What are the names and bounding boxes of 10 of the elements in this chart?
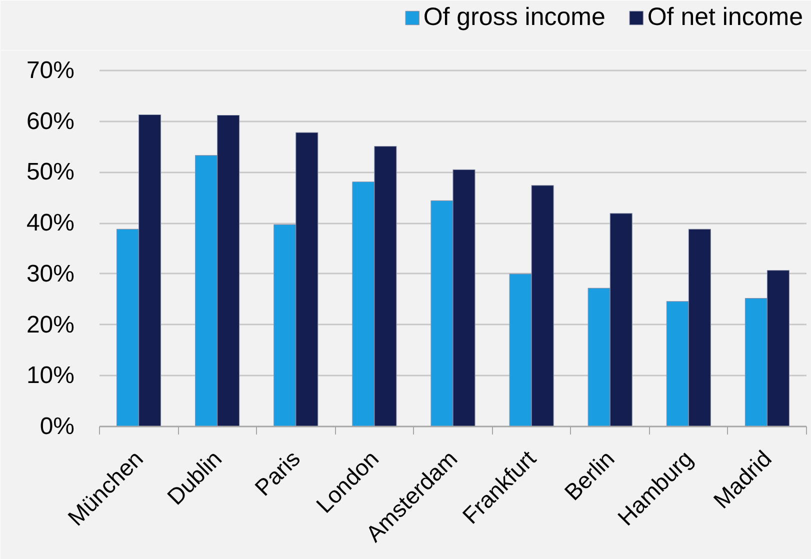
- legend-label: Of gross income: [423, 3, 606, 32]
- legend-label: Of net income: [647, 3, 803, 32]
- y-tick-label: 50%: [26, 158, 75, 186]
- y-tick-label: 70%: [26, 57, 75, 84]
- y-tick-label: 60%: [26, 108, 75, 135]
- y-tick-label: 20%: [26, 311, 75, 338]
- y-tick-label: 30%: [26, 260, 75, 288]
- y-tick-label: 0%: [40, 413, 74, 440]
- y-tick-label: 10%: [26, 362, 75, 390]
- y-tick-label: 40%: [26, 210, 75, 237]
